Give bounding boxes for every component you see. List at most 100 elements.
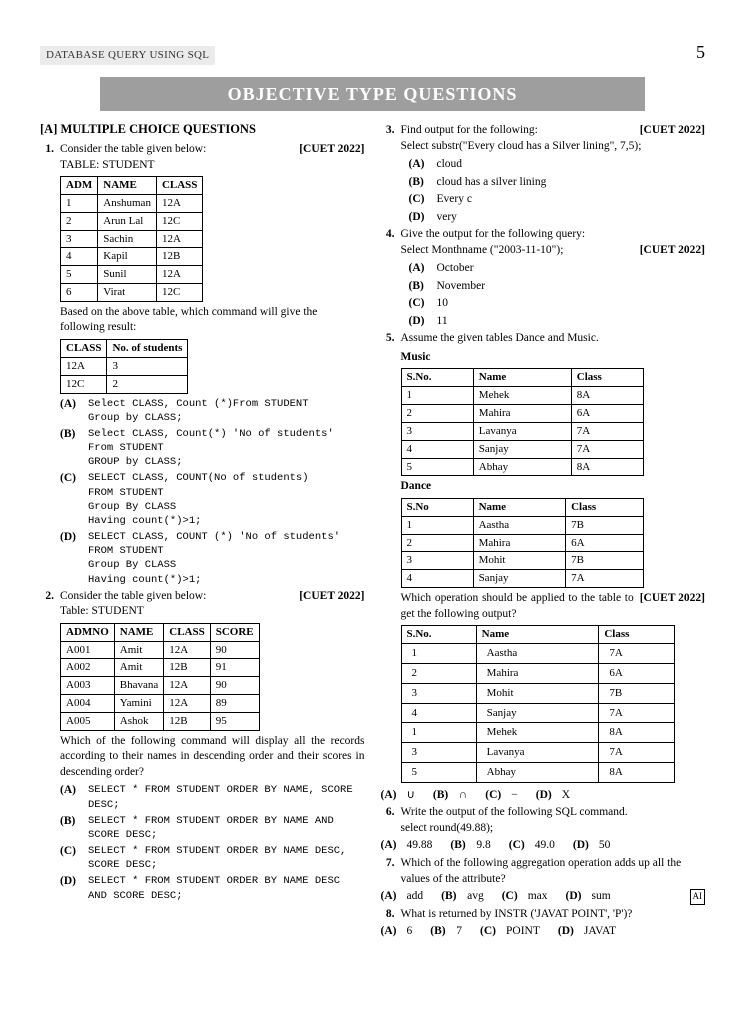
q8-opt-b: 7 xyxy=(456,924,462,940)
table-cell: Ashok xyxy=(114,713,163,731)
q5-opt-b: ∩ xyxy=(459,788,467,804)
q6-options: (A)49.88 (B)9.8 (C)49.0 (D)50 xyxy=(381,838,706,854)
table-row: 5Abhay8A xyxy=(401,458,644,476)
table-row: 3Lavanya7A xyxy=(401,743,674,763)
q3-number: 3. xyxy=(381,123,395,225)
table-row: 4Sanjay7A xyxy=(401,440,644,458)
q7-opt-c: max xyxy=(528,889,548,905)
q5-opt-a: ∪ xyxy=(407,788,415,804)
q1-opt-d: SELECT CLASS, COUNT (*) 'No of students'… xyxy=(88,530,340,587)
question-1: 1. Consider the table given below: [CUET… xyxy=(40,142,365,587)
table-header: CLASS xyxy=(61,339,107,357)
option-label: (C) xyxy=(502,889,524,905)
table-header: NAME xyxy=(98,177,157,195)
table-cell: Arun Lal xyxy=(98,212,157,230)
q7-text: Which of the following aggregation opera… xyxy=(401,856,706,887)
option-label: (D) xyxy=(536,788,558,804)
table-header: Class xyxy=(566,498,644,516)
table-cell: 3 xyxy=(401,743,476,763)
q3-opt-d: very xyxy=(437,210,457,226)
option-label: (D) xyxy=(409,210,431,226)
table-cell: 5 xyxy=(61,266,98,284)
table-cell: 89 xyxy=(210,695,259,713)
table-cell: Abhay xyxy=(476,763,599,783)
table-row: 3Mohit7B xyxy=(401,683,674,703)
option-label: (A) xyxy=(381,788,403,804)
table-cell: 2 xyxy=(401,663,476,683)
table-cell: Sachin xyxy=(98,230,157,248)
q5-number: 5. xyxy=(381,331,395,786)
option-label: (A) xyxy=(381,889,403,905)
table-row: A001Amit12A90 xyxy=(61,641,260,659)
q2-opt-b: SELECT * FROM STUDENT ORDER BY NAME AND … xyxy=(88,814,365,842)
table-cell: 8A xyxy=(599,763,674,783)
section-banner: OBJECTIVE TYPE QUESTIONS xyxy=(100,77,645,111)
left-column: [A] MULTIPLE CHOICE QUESTIONS 1. Conside… xyxy=(40,121,365,939)
option-label: (B) xyxy=(409,279,431,295)
option-label: (B) xyxy=(441,889,463,905)
table-row: A005Ashok12B95 xyxy=(61,713,260,731)
option-label: (A) xyxy=(60,783,82,811)
q3-text: Find output for the following: xyxy=(401,123,538,139)
table-cell: 3 xyxy=(401,422,473,440)
table-cell: 12A xyxy=(164,677,210,695)
option-label: (C) xyxy=(409,192,431,208)
q2-table-title: Table: STUDENT xyxy=(60,604,365,620)
q3-tag: [CUET 2022] xyxy=(640,123,705,139)
table-row: 1Anshuman12A xyxy=(61,194,203,212)
table-cell: Lavanya xyxy=(476,743,599,763)
option-label: (D) xyxy=(558,924,580,940)
table-cell: 1 xyxy=(401,516,473,534)
table-cell: A002 xyxy=(61,659,115,677)
table-row: 12C2 xyxy=(61,375,188,393)
table-row: 2Arun Lal12C xyxy=(61,212,203,230)
question-2: 2. Consider the table given below: [CUET… xyxy=(40,589,365,903)
table-cell: 7B xyxy=(566,516,644,534)
option-label: (C) xyxy=(60,844,82,872)
table-cell: 8A xyxy=(599,723,674,743)
q6-number: 6. xyxy=(381,805,395,836)
q4-text: Give the output for the following query: xyxy=(401,227,706,243)
question-4: 4. Give the output for the following que… xyxy=(381,227,706,329)
q6-sub: select round(49.88); xyxy=(401,821,706,837)
table-cell: A001 xyxy=(61,641,115,659)
q5-dance-title: Dance xyxy=(401,479,706,495)
table-cell: 7A xyxy=(571,422,643,440)
q8-opt-d: JAVAT xyxy=(584,924,616,940)
table-cell: 90 xyxy=(210,677,259,695)
table-cell: Mahira xyxy=(473,405,571,423)
table-header: ADM xyxy=(61,177,98,195)
table-cell: Virat xyxy=(98,284,157,302)
table-cell: 6A xyxy=(599,663,674,683)
table-cell: 12A xyxy=(164,641,210,659)
q8-text: What is returned by INSTR ('JAVAT POINT'… xyxy=(401,907,706,923)
table-cell: 12B xyxy=(164,713,210,731)
table-header: SCORE xyxy=(210,623,259,641)
q5-music-title: Music xyxy=(401,350,706,366)
table-cell: 1 xyxy=(401,723,476,743)
ai-icon: AI xyxy=(690,889,706,905)
q2-table: ADMNONAMECLASSSCORE A001Amit12A90A002Ami… xyxy=(60,623,260,731)
table-row: A002Amit12B91 xyxy=(61,659,260,677)
question-7: 7. Which of the following aggregation op… xyxy=(381,856,706,887)
table-cell: 12A xyxy=(156,194,202,212)
q5-music-table: S.No.NameClass 1Mehek8A2Mahira6A3Lavanya… xyxy=(401,368,645,476)
table-row: 1Aastha7B xyxy=(401,516,644,534)
option-label: (A) xyxy=(60,397,82,425)
question-3: 3. Find output for the following: [CUET … xyxy=(381,123,706,225)
table-row: 6Virat12C xyxy=(61,284,203,302)
table-cell: 91 xyxy=(210,659,259,677)
q7-opt-a: add xyxy=(407,889,424,905)
table-cell: 12B xyxy=(164,659,210,677)
table-header: ADMNO xyxy=(61,623,115,641)
table-cell: Aastha xyxy=(473,516,566,534)
q7-opt-d: sum xyxy=(592,889,611,905)
table-cell: Sanjay xyxy=(476,703,599,723)
question-8: 8. What is returned by INSTR ('JAVAT POI… xyxy=(381,907,706,923)
table-cell: 6 xyxy=(61,284,98,302)
q8-opt-a: 6 xyxy=(407,924,413,940)
q2-opt-d: SELECT * FROM STUDENT ORDER BY NAME DESC… xyxy=(88,874,365,902)
q7-number: 7. xyxy=(381,856,395,887)
table-row: A003Bhavana12A90 xyxy=(61,677,260,695)
section-a-heading: [A] MULTIPLE CHOICE QUESTIONS xyxy=(40,121,365,138)
